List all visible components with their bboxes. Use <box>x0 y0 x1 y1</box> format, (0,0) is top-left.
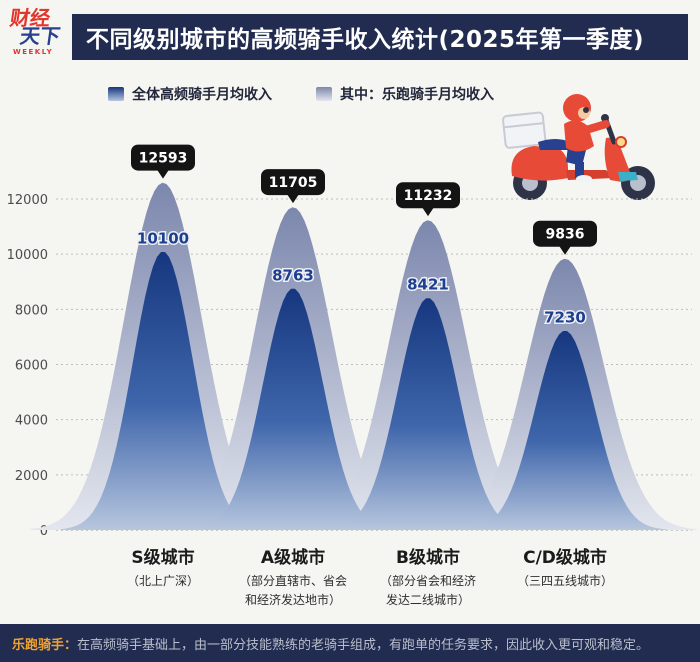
page-title: 不同级别城市的高频骑手收入统计(2025年第一季度) <box>86 27 645 53</box>
callout-pointer <box>287 194 299 204</box>
y-axis-tick-label: 4000 <box>15 414 48 429</box>
chart-legend: 全体高频骑手月均收入 其中：乐跑骑手月均收入 <box>108 84 494 104</box>
footnote-bar: 乐跑骑手： 在高频骑手基础上，由一部分技能熟练的老骑手组成，有跑单的任务要求，因… <box>0 624 700 662</box>
y-axis-tick-label: 2000 <box>15 469 48 484</box>
inner-value-label: 8421 <box>407 276 449 294</box>
category-label: A级城市 <box>260 548 326 568</box>
inner-value-label: 7230 <box>544 309 586 327</box>
inner-value-label: 8763 <box>272 266 314 284</box>
category-cd-tier: C/D级城市 （三四五线城市） <box>470 543 660 591</box>
callout-pointer <box>559 245 571 255</box>
callout-pointer <box>422 207 434 217</box>
callout-pointer <box>157 169 169 179</box>
outer-value-label: 11232 <box>404 188 453 204</box>
category-a-tier: A级城市 （部分直辖市、省会 和经济发达地市） <box>198 543 388 609</box>
caijing-tianxia-logo: 财经 天下 WEEKLY <box>8 6 72 64</box>
category-sublabel: （三四五线城市） <box>516 574 613 588</box>
outer-value-label: 9836 <box>546 227 585 243</box>
y-axis-tick-label: 0 <box>40 524 48 539</box>
income-distribution-chart: 0 2000 4000 6000 8000 10000 12000 10100 8763 8421… <box>7 144 698 539</box>
category-label: B级城市 <box>396 548 460 568</box>
y-axis-tick-label: 6000 <box>15 359 48 374</box>
delivery-rider-illustration <box>478 84 678 204</box>
scooter-rider-icon <box>502 94 655 200</box>
inner-curve <box>326 298 530 530</box>
value-callout-bubble <box>131 144 195 171</box>
category-sublabel: （北上广深） <box>126 574 199 588</box>
title-bar: 不同级别城市的高频骑手收入统计(2025年第一季度) <box>72 14 688 60</box>
value-callout-bubble <box>396 182 460 209</box>
legend-item-all-riders: 全体高频骑手月均收入 <box>108 84 272 104</box>
outer-value-label: 12593 <box>139 151 188 167</box>
category-label: S级城市 <box>131 548 195 568</box>
legend-item-lepao-riders: 其中：乐跑骑手月均收入 <box>316 84 494 104</box>
footnote-term: 乐跑骑手： <box>12 637 78 653</box>
y-axis-tick-label: 8000 <box>15 303 48 318</box>
x-axis-categories: S级城市 （北上广深） A级城市 （部分直辖市、省会 和经济发达地市） B级城市… <box>0 543 700 623</box>
legend-swatch-lepao-riders <box>316 87 332 101</box>
inner-curve <box>463 331 667 530</box>
outer-value-label: 11705 <box>269 175 318 191</box>
value-callout-bubble <box>261 169 325 196</box>
category-sublabel: （部分直辖市、省会 和经济发达地市） <box>238 574 347 607</box>
legend-swatch-all-riders <box>108 87 124 101</box>
inner-value-label: 10100 <box>137 229 189 247</box>
inner-curve <box>61 252 265 530</box>
logo-line2: 天下 <box>18 24 62 48</box>
legend-label-lepao-riders: 其中：乐跑骑手月均收入 <box>340 87 494 103</box>
inner-curve <box>191 288 395 530</box>
category-s-tier: S级城市 （北上广深） <box>68 543 258 591</box>
category-sublabel: （部分省会和经济 发达二线城市） <box>379 574 476 607</box>
logo-weekly: WEEKLY <box>13 48 54 56</box>
category-label: C/D级城市 <box>523 548 607 568</box>
legend-label-all-riders: 全体高频骑手月均收入 <box>132 87 272 103</box>
y-axis-tick-label: 12000 <box>7 193 48 208</box>
category-b-tier: B级城市 （部分省会和经济 发达二线城市） <box>333 543 523 609</box>
footnote-text: 在高频骑手基础上，由一部分技能熟练的老骑手组成，有跑单的任务要求，因此收入更可观… <box>77 637 650 653</box>
y-axis-tick-label: 10000 <box>7 248 48 263</box>
value-callout-bubble <box>533 220 597 247</box>
